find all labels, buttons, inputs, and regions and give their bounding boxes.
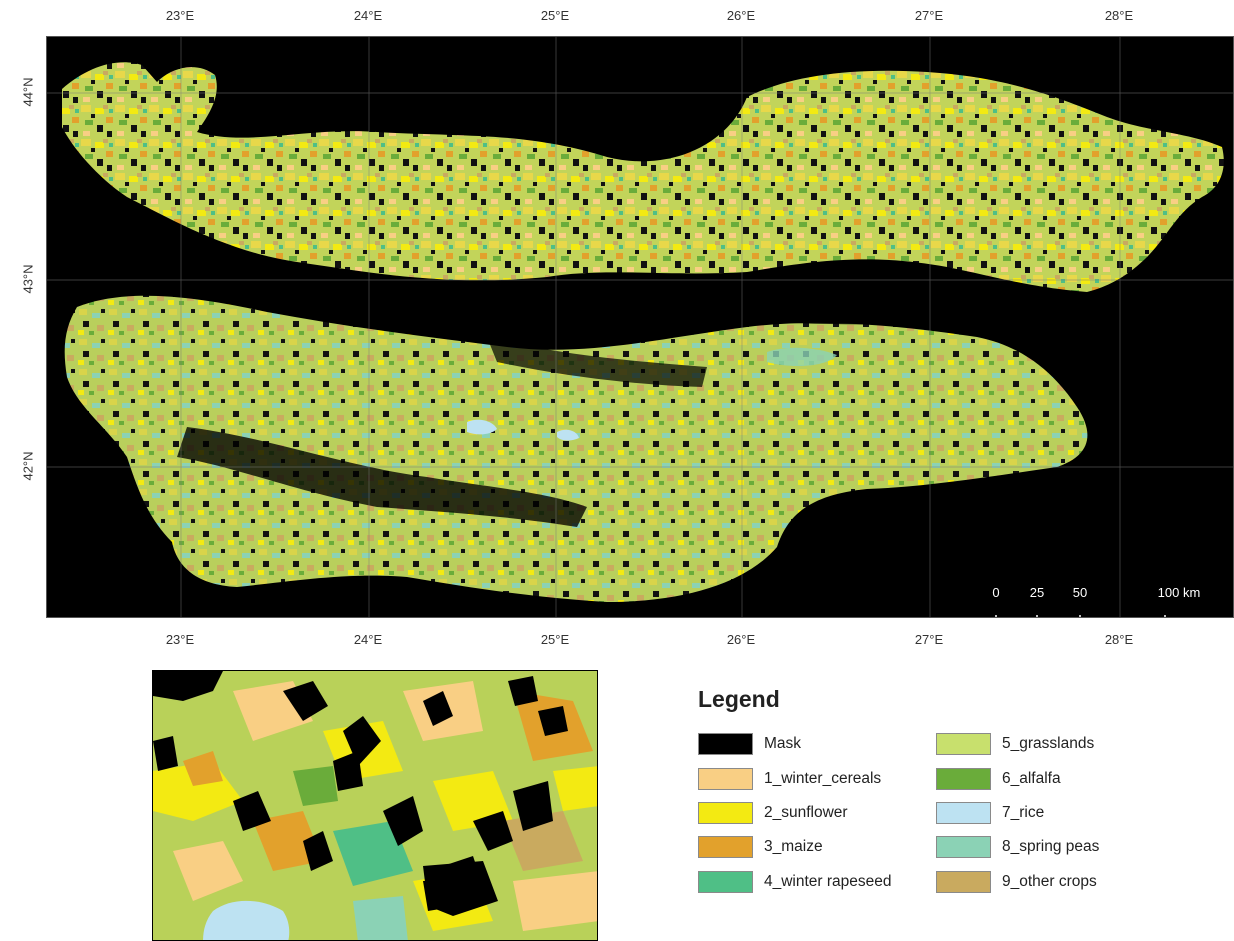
legend-swatch <box>936 871 991 893</box>
scale-bar-label: 50 <box>1072 585 1088 600</box>
top-tick-label: 26°E <box>726 8 756 23</box>
bottom-tick-label: 27°E <box>914 632 944 647</box>
top-tick-label: 23°E <box>165 8 195 23</box>
north-agricultural-region <box>62 62 1224 292</box>
top-tick-label: 28°E <box>1104 8 1134 23</box>
south-agricultural-region <box>64 295 1088 602</box>
legend-label: 9_other crops <box>1002 873 1097 890</box>
scale-bar-label: 25 <box>1029 585 1045 600</box>
crop-map[interactable]: 0 25 50 100 km <box>46 36 1234 618</box>
legend-item-grasslands: 5_grasslands <box>936 731 1094 757</box>
top-tick-label: 27°E <box>914 8 944 23</box>
legend-swatch <box>698 871 753 893</box>
legend-swatch <box>698 768 753 790</box>
scale-bar-label: 100 km <box>1157 585 1201 600</box>
inset-rice-area <box>203 900 290 940</box>
legend-swatch <box>936 836 991 858</box>
legend-label: 3_maize <box>764 838 823 855</box>
legend-title: Legend <box>698 686 780 712</box>
legend-label: 7_rice <box>1002 804 1045 821</box>
bottom-tick-label: 25°E <box>540 632 570 647</box>
legend-label: 4_winter rapeseed <box>764 873 892 890</box>
top-tick-label: 24°E <box>353 8 383 23</box>
inset-mask-blobs <box>153 671 568 916</box>
legend-item-rice: 7_rice <box>936 800 1044 826</box>
rice-patch <box>467 419 497 435</box>
scale-bar: 0 25 50 100 km <box>983 585 1200 617</box>
legend-label: Mask <box>764 735 802 752</box>
legend-item-other-crops: 9_other crops <box>936 869 1097 895</box>
legend-swatch <box>698 836 753 858</box>
bottom-tick-label: 26°E <box>726 632 756 647</box>
legend-item-mask: Mask <box>698 731 801 757</box>
bottom-tick-label: 24°E <box>353 632 383 647</box>
legend: Legend Mask 1_winter_cereals 2_sunflower… <box>698 686 1218 936</box>
rice-patch <box>557 429 579 441</box>
left-tick-label: 43°N <box>20 264 36 294</box>
legend-item-alfalfa: 6_alfalfa <box>936 766 1061 792</box>
legend-swatch <box>936 733 991 755</box>
legend-item-winter-rapeseed: 4_winter rapeseed <box>698 869 892 895</box>
scale-bar-graphic <box>995 615 1166 617</box>
legend-label: 1_winter_cereals <box>764 770 882 787</box>
legend-swatch <box>698 802 753 824</box>
legend-swatch <box>936 768 991 790</box>
spring-peas-patch <box>767 347 837 367</box>
legend-label: 6_alfalfa <box>1002 770 1061 787</box>
legend-label: 5_grasslands <box>1002 735 1095 752</box>
bottom-tick-label: 28°E <box>1104 632 1134 647</box>
bottom-tick-label: 23°E <box>165 632 195 647</box>
legend-label: 8_spring peas <box>1002 838 1100 855</box>
legend-item-maize: 3_maize <box>698 834 823 860</box>
balkan-mountains-mask <box>147 252 1052 328</box>
legend-swatch <box>698 733 753 755</box>
inset-detail-map[interactable] <box>152 670 598 941</box>
inset-detail-canvas <box>153 671 597 940</box>
legend-item-sunflower: 2_sunflower <box>698 800 848 826</box>
legend-item-winter-cereals: 1_winter_cereals <box>698 766 881 792</box>
scale-bar-label: 0 <box>992 585 1000 600</box>
left-tick-label: 44°N <box>20 77 36 107</box>
top-tick-label: 25°E <box>540 8 570 23</box>
sredna-gora-mask <box>487 337 707 387</box>
graticule <box>47 37 1233 617</box>
crop-map-canvas <box>47 37 1233 617</box>
legend-label: 2_sunflower <box>764 804 848 821</box>
left-tick-label: 42°N <box>20 451 36 481</box>
legend-item-spring-peas: 8_spring peas <box>936 834 1099 860</box>
rhodope-mask <box>177 427 587 527</box>
legend-swatch <box>936 802 991 824</box>
